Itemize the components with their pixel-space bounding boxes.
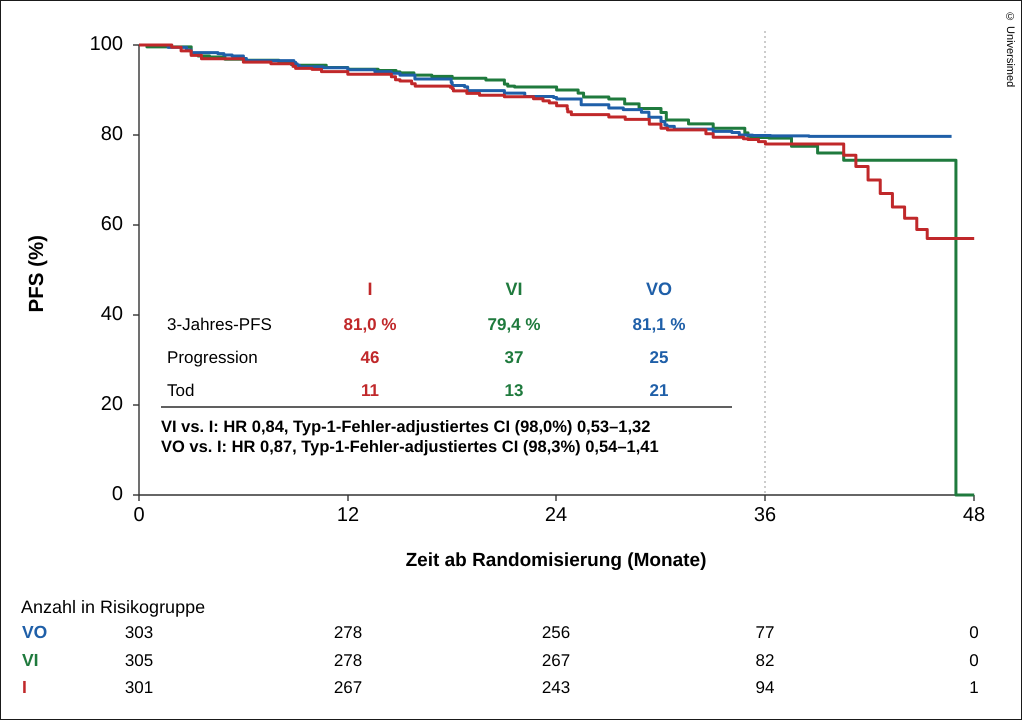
svg-text:1: 1 [969, 678, 978, 697]
svg-text:20: 20 [101, 393, 123, 415]
svg-text:Tod: Tod [167, 381, 194, 400]
svg-text:13: 13 [505, 381, 524, 400]
svg-text:60: 60 [101, 213, 123, 235]
svg-text:0: 0 [133, 504, 144, 526]
svg-text:VO: VO [646, 279, 672, 299]
svg-text:25: 25 [650, 348, 669, 367]
svg-text:0: 0 [969, 651, 978, 670]
svg-text:VI: VI [505, 279, 522, 299]
svg-text:46: 46 [361, 348, 380, 367]
svg-text:278: 278 [334, 651, 362, 670]
svg-text:VI vs. I: HR 0,84, Typ-1-Fehle: VI vs. I: HR 0,84, Typ-1-Fehler-adjustie… [161, 418, 650, 436]
svg-text:21: 21 [650, 381, 669, 400]
svg-text:36: 36 [754, 504, 776, 526]
svg-text:24: 24 [545, 504, 567, 526]
svg-text:301: 301 [125, 678, 153, 697]
svg-text:I: I [367, 279, 372, 299]
svg-text:80: 80 [101, 123, 123, 145]
svg-text:81,0 %: 81,0 % [344, 315, 397, 334]
svg-text:12: 12 [337, 504, 359, 526]
svg-text:11: 11 [361, 381, 379, 400]
svg-text:94: 94 [756, 678, 775, 697]
svg-text:267: 267 [334, 678, 362, 697]
svg-text:278: 278 [334, 623, 362, 642]
svg-text:VO vs. I: HR 0,87, Typ-1-Fehle: VO vs. I: HR 0,87, Typ-1-Fehler-adjustie… [161, 438, 659, 456]
svg-text:I: I [22, 677, 27, 697]
svg-text:Anzahl in Risikogruppe: Anzahl in Risikogruppe [21, 597, 205, 617]
svg-text:267: 267 [542, 651, 570, 670]
svg-text:79,4 %: 79,4 % [488, 315, 541, 334]
svg-text:81,1 %: 81,1 % [633, 315, 686, 334]
svg-text:3-Jahres-PFS: 3-Jahres-PFS [167, 315, 272, 334]
svg-text:40: 40 [101, 303, 123, 325]
svg-text:243: 243 [542, 678, 570, 697]
svg-text:256: 256 [542, 623, 570, 642]
svg-text:305: 305 [125, 651, 153, 670]
svg-text:Progression: Progression [167, 348, 258, 367]
svg-text:VO: VO [22, 622, 47, 642]
svg-text:82: 82 [756, 651, 775, 670]
svg-text:100: 100 [90, 33, 123, 55]
svg-text:303: 303 [125, 623, 153, 642]
svg-text:77: 77 [756, 623, 775, 642]
svg-text:0: 0 [969, 623, 978, 642]
svg-text:0: 0 [112, 483, 123, 505]
svg-text:VI: VI [22, 650, 39, 670]
svg-text:37: 37 [505, 348, 524, 367]
svg-text:48: 48 [963, 504, 985, 526]
